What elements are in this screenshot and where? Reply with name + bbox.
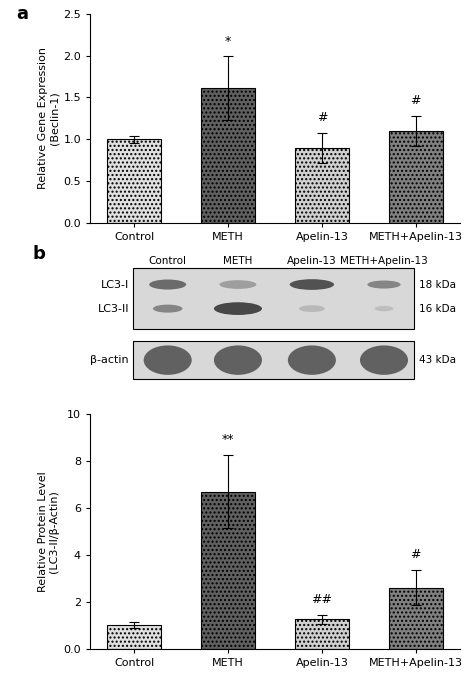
Ellipse shape	[149, 279, 186, 290]
Text: #: #	[410, 548, 421, 561]
Bar	[389, 588, 443, 649]
Text: LC3-I: LC3-I	[100, 279, 129, 290]
Text: Control: Control	[149, 256, 187, 266]
Text: 43 kDa: 43 kDa	[419, 355, 456, 365]
Text: ##: ##	[311, 593, 332, 606]
Ellipse shape	[214, 302, 262, 315]
Ellipse shape	[290, 279, 334, 290]
FancyBboxPatch shape	[133, 268, 413, 329]
FancyBboxPatch shape	[133, 342, 413, 379]
Ellipse shape	[360, 346, 408, 375]
Y-axis label: Relative Protein Level
(LC3-II/β-Actin): Relative Protein Level (LC3-II/β-Actin)	[37, 471, 59, 592]
Text: β-actin: β-actin	[90, 355, 129, 365]
Ellipse shape	[219, 280, 256, 289]
Bar	[295, 148, 349, 223]
Ellipse shape	[375, 306, 393, 311]
Text: a: a	[16, 6, 28, 23]
Bar	[295, 620, 349, 649]
Y-axis label: Relative Gene Expression
(Beclin-1): Relative Gene Expression (Beclin-1)	[37, 48, 59, 189]
Text: METH+Apelin-13: METH+Apelin-13	[340, 256, 428, 266]
Ellipse shape	[214, 346, 262, 375]
Bar	[107, 625, 161, 649]
Text: #: #	[410, 95, 421, 108]
Text: 16 kDa: 16 kDa	[419, 304, 456, 314]
Bar	[201, 492, 255, 649]
Ellipse shape	[153, 304, 182, 313]
Bar	[201, 88, 255, 223]
Text: LC3-II: LC3-II	[97, 304, 129, 314]
Bar	[389, 131, 443, 223]
Text: Apelin-13: Apelin-13	[287, 256, 337, 266]
Text: 18 kDa: 18 kDa	[419, 279, 456, 290]
Ellipse shape	[367, 281, 401, 288]
Text: b: b	[33, 245, 46, 263]
Ellipse shape	[144, 346, 191, 375]
Text: METH: METH	[223, 256, 253, 266]
Bar	[107, 139, 161, 223]
Ellipse shape	[288, 346, 336, 375]
Text: #: #	[317, 111, 327, 124]
Text: *: *	[225, 35, 231, 48]
Ellipse shape	[299, 305, 325, 312]
Text: **: **	[222, 433, 234, 446]
